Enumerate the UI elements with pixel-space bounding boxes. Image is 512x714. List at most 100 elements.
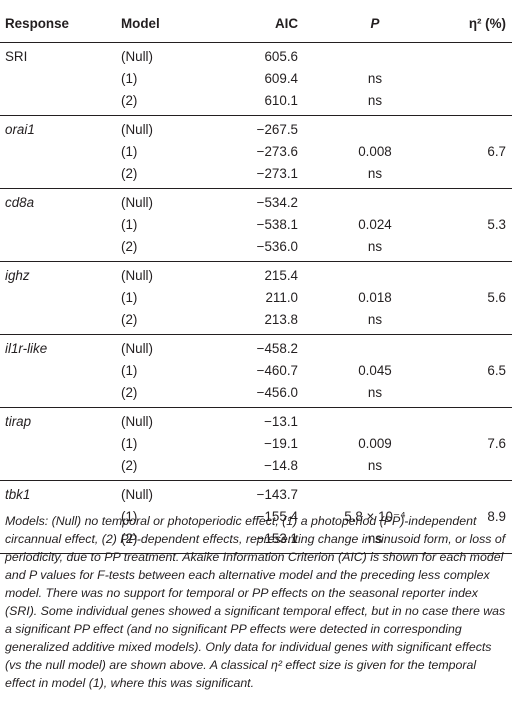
model-cell: (2) <box>121 527 221 554</box>
table-header: Response Model AIC P η² (%) <box>0 5 512 43</box>
table-row: orai1 (Null) −267.5 <box>0 115 512 141</box>
eta-squared-cell <box>424 68 512 90</box>
model-cell: (1) <box>121 70 138 86</box>
table-row: (1) 609.4 ns <box>0 68 512 90</box>
table-caption: Models: (Null) no temporal or photoperio… <box>5 514 506 691</box>
aic-cell: −155.4 <box>256 508 298 524</box>
results-table: Response Model AIC P η² (%) SRI (Null) 605… <box>0 5 512 554</box>
response-group: tbk1 (Null) −143.7 (1) −155.4 5.8 × 10⁻⁴ 8.9 (2… <box>0 480 512 554</box>
response-cell <box>0 454 121 481</box>
response-cell: ighz <box>5 267 30 283</box>
p-value-cell <box>326 261 424 287</box>
model-cell: (2) <box>121 381 221 408</box>
aic-cell: −14.8 <box>221 454 326 481</box>
response-group: SRI (Null) 605.6 (1) 609.4 ns (2) 610.1 ns <box>0 42 512 116</box>
table-row: (1) −538.1 0.024 5.3 <box>0 214 512 236</box>
response-cell: tirap <box>5 413 32 429</box>
aic-cell: −460.7 <box>256 362 298 378</box>
table-row: ighz (Null) 215.4 <box>0 261 512 287</box>
p-value-cell: ns <box>326 454 424 481</box>
response-cell <box>0 162 121 189</box>
response-group: orai1 (Null) −267.5 (1) −273.6 0.008 6.7 (2) −27… <box>0 115 512 189</box>
aic-cell: −153.1 <box>221 527 326 554</box>
aic-cell: −458.2 <box>256 340 298 356</box>
response-group: il1r-like (Null) −458.2 (1) −460.7 0.045 6.5 (2… <box>0 334 512 408</box>
aic-cell: −273.1 <box>221 162 326 189</box>
eta-squared-cell: 5.6 <box>487 289 506 305</box>
aic-cell: −534.2 <box>256 194 298 210</box>
aic-cell: −13.1 <box>264 413 298 429</box>
eta-squared-cell <box>424 407 512 433</box>
model-cell: (2) <box>121 308 221 335</box>
eta-squared-cell: 5.3 <box>487 216 506 232</box>
p-value-cell: ns <box>326 89 424 116</box>
eta-squared-cell <box>424 334 512 360</box>
aic-cell: 605.6 <box>264 48 298 64</box>
p-value-cell: ns <box>326 308 424 335</box>
aic-cell: 213.8 <box>221 308 326 335</box>
response-group: tirap (Null) −13.1 (1) −19.1 0.009 7.6 (2) −14.8… <box>0 407 512 481</box>
eta-squared-cell <box>424 235 512 262</box>
table-row: tirap (Null) −13.1 <box>0 407 512 433</box>
eta-squared-cell <box>424 480 512 506</box>
model-cell: (Null) <box>121 486 153 502</box>
model-cell: (Null) <box>121 413 153 429</box>
table-row: (1) 211.0 0.018 5.6 <box>0 287 512 309</box>
model-cell: (2) <box>121 454 221 481</box>
model-cell: (Null) <box>121 194 153 210</box>
header-model: Model <box>121 5 221 43</box>
p-value-cell: 0.008 <box>358 143 392 159</box>
header-eta: η² (%) <box>424 5 512 43</box>
table-row: (2) −153.1 ns <box>0 527 512 554</box>
header-p: P <box>326 5 424 43</box>
aic-cell: −536.0 <box>221 235 326 262</box>
model-cell: (Null) <box>121 267 153 283</box>
response-cell: orai1 <box>5 121 35 137</box>
aic-cell: −456.0 <box>221 381 326 408</box>
model-cell: (2) <box>121 162 221 189</box>
p-value-cell: ns <box>326 381 424 408</box>
table-row: SRI (Null) 605.6 <box>0 42 512 68</box>
response-cell <box>0 360 121 382</box>
p-value-cell: 0.024 <box>358 216 392 232</box>
p-value-cell: ns <box>326 162 424 189</box>
table-row: (2) −14.8 ns <box>0 454 512 481</box>
response-cell: SRI <box>5 48 28 64</box>
p-value-cell <box>326 480 424 506</box>
table-row: (1) −19.1 0.009 7.6 <box>0 433 512 455</box>
table-row: tbk1 (Null) −143.7 <box>0 480 512 506</box>
p-value-cell: ns <box>367 70 383 86</box>
model-cell: (1) <box>121 143 138 159</box>
response-cell: tbk1 <box>5 486 31 502</box>
aic-cell: 215.4 <box>264 267 298 283</box>
response-cell: cd8a <box>5 194 35 210</box>
eta-squared-cell: 8.9 <box>487 508 506 524</box>
header-response: Response <box>0 5 121 43</box>
response-cell <box>0 235 121 262</box>
p-value-cell: 0.009 <box>358 435 392 451</box>
p-value-cell: 5.8 × 10⁻⁴ <box>344 508 406 524</box>
response-cell <box>0 214 121 236</box>
table-row: (1) −155.4 5.8 × 10⁻⁴ 8.9 <box>0 506 512 528</box>
p-value-cell: 0.045 <box>358 362 392 378</box>
response-group: ighz (Null) 215.4 (1) 211.0 0.018 5.6 (2) 213.8 n… <box>0 261 512 335</box>
eta-squared-cell: 6.7 <box>487 143 506 159</box>
aic-cell: −19.1 <box>264 435 298 451</box>
p-value-cell <box>326 42 424 68</box>
eta-squared-cell <box>424 381 512 408</box>
eta-squared-cell: 7.6 <box>487 435 506 451</box>
p-value-cell <box>326 407 424 433</box>
eta-squared-cell: 6.5 <box>487 362 506 378</box>
eta-squared-cell <box>424 454 512 481</box>
response-group: cd8a (Null) −534.2 (1) −538.1 0.024 5.3 (2) −536… <box>0 188 512 262</box>
aic-cell: 610.1 <box>221 89 326 116</box>
table-row: (1) −460.7 0.045 6.5 <box>0 360 512 382</box>
response-cell: il1r-like <box>5 340 48 356</box>
p-value-cell: 0.018 <box>358 289 392 305</box>
model-cell: (Null) <box>121 48 153 64</box>
aic-cell: 609.4 <box>264 70 298 86</box>
model-cell: (2) <box>121 235 221 262</box>
p-value-cell <box>326 188 424 214</box>
header-aic: AIC <box>221 5 326 43</box>
